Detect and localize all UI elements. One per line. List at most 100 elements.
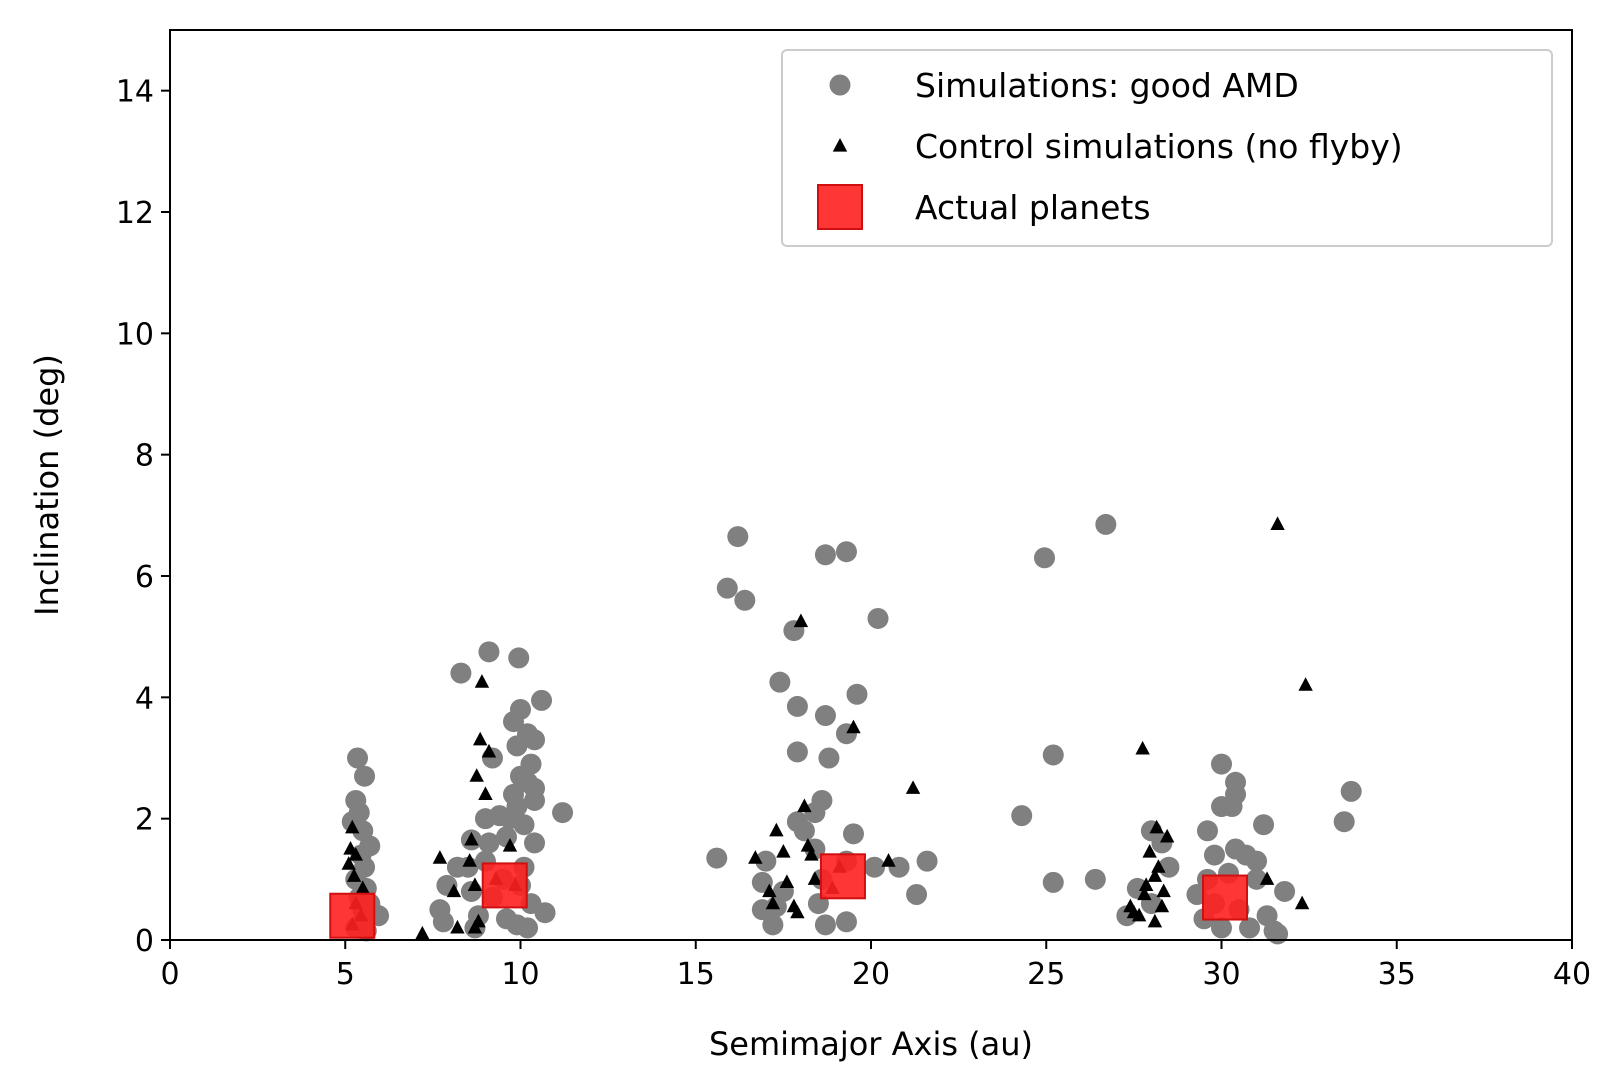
sim-point [347, 747, 369, 769]
control-point [776, 844, 791, 858]
sim-point [524, 832, 546, 854]
control-point [769, 822, 784, 837]
control-point [804, 847, 819, 861]
control-point [881, 853, 896, 867]
control-point [502, 837, 518, 852]
control-point [1298, 677, 1313, 691]
x-tick-label: 30 [1202, 957, 1240, 992]
control-point [1149, 819, 1164, 834]
control-point [346, 868, 362, 882]
control-point [1147, 913, 1163, 928]
control-point [1156, 883, 1171, 898]
control-point [797, 798, 812, 813]
actual-planet-point [481, 862, 528, 909]
control-point [355, 880, 370, 895]
control-point [1142, 844, 1157, 858]
sim-point [762, 914, 784, 936]
sim-point [1211, 917, 1232, 939]
legend: Simulations: good AMD Control simulation… [781, 49, 1553, 247]
sim-point [734, 589, 756, 611]
sim-point [1246, 850, 1268, 872]
sim-point [506, 735, 528, 757]
sim-point [888, 856, 910, 878]
y-tick-label: 6 [135, 560, 154, 595]
control-point [1294, 895, 1310, 910]
control-point [474, 674, 490, 688]
control-point [1159, 828, 1175, 843]
control-point [779, 874, 795, 888]
sim-point [531, 689, 553, 711]
control-point [450, 919, 465, 934]
sim-point [755, 850, 777, 872]
control-point [765, 895, 781, 910]
sim-point [552, 802, 574, 824]
sim-point [867, 607, 889, 629]
sim-point [502, 711, 524, 733]
sim-point [1033, 547, 1055, 569]
x-tick-label: 15 [677, 957, 715, 992]
sim-point [524, 789, 546, 811]
sim-point [818, 747, 840, 769]
sim-point [835, 911, 857, 933]
sim-point [769, 671, 791, 693]
legend-label-actual: Actual planets [915, 188, 1151, 227]
legend-box [781, 49, 1553, 247]
control-point [905, 780, 921, 794]
actual-planet-point [1202, 874, 1249, 921]
sim-point [835, 541, 857, 563]
sim-point [508, 647, 530, 669]
y-tick-label: 12 [116, 196, 154, 231]
sim-point [432, 911, 454, 933]
sim-point [495, 826, 517, 848]
sim-point [1196, 820, 1218, 842]
sim-point [727, 526, 749, 548]
control-point [462, 853, 477, 867]
x-tick-label: 10 [501, 957, 539, 992]
control-point [1137, 886, 1152, 901]
sim-point [793, 820, 815, 842]
sim-point [1011, 805, 1033, 827]
control-point [1154, 898, 1170, 913]
sim-point [1253, 814, 1275, 836]
y-tick-label: 10 [116, 317, 154, 352]
control-point [1147, 868, 1163, 882]
sim-point [1267, 923, 1289, 945]
y-tick-label: 4 [135, 681, 154, 716]
control-point [464, 831, 479, 846]
y-tick-label: 2 [135, 803, 154, 838]
sim-point [1042, 871, 1064, 893]
sim-point [524, 729, 546, 751]
sim-point [906, 884, 928, 905]
sim-point [1203, 844, 1225, 866]
y-tick-label: 8 [135, 439, 154, 474]
control-point [446, 883, 462, 898]
control-point [467, 877, 483, 891]
sim-point [846, 683, 868, 705]
control-point [793, 613, 809, 628]
sim-point [814, 544, 836, 566]
sim-point [450, 662, 472, 684]
sim-point [716, 577, 738, 599]
sim-point [1084, 868, 1106, 890]
sim-point [517, 917, 539, 939]
control-point [481, 743, 497, 758]
sim-point [1095, 513, 1117, 535]
sim-point [478, 832, 500, 854]
control-point [478, 786, 493, 800]
sim-point [1239, 917, 1261, 939]
sim-point [1221, 796, 1243, 818]
x-tick-label: 5 [336, 957, 355, 992]
sim-point [842, 823, 864, 845]
control-point [1135, 740, 1150, 755]
control-point [1270, 516, 1285, 531]
control-point [790, 904, 805, 919]
sim-point [804, 802, 826, 824]
sim-point [1211, 753, 1232, 775]
y-axis-title: Inclination (deg) [28, 354, 66, 616]
actual-planet-point [819, 853, 866, 900]
x-tick-label: 0 [160, 957, 179, 992]
control-point [345, 819, 360, 834]
x-tick-label: 40 [1553, 957, 1591, 992]
sim-point [1042, 744, 1064, 766]
legend-marker-simulations [829, 74, 851, 96]
